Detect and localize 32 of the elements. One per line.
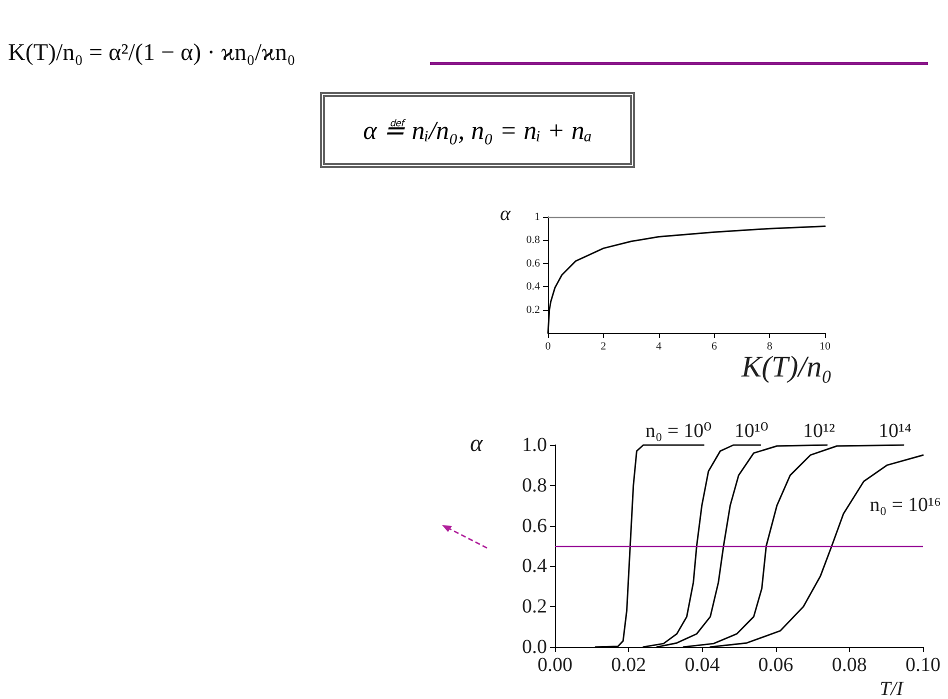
x-tick-label: 8	[766, 340, 773, 352]
text: K(T)/n₀ = α²/(1 − α) · ϰn₀/ϰn₀	[8, 40, 296, 67]
y-tick-label: 0.6	[522, 514, 547, 537]
formula-box: α ≝ nᵢ/n₀, n₀ = nᵢ + nₐ	[320, 92, 635, 168]
y-tick-label: 0.2	[522, 596, 547, 618]
series-label: 10¹⁰	[734, 420, 768, 442]
x-tick-label: 0.06	[758, 654, 794, 676]
y-axis-title: α	[500, 203, 511, 225]
series-label: n₀ = 10⁰	[645, 420, 712, 442]
x-axis-title: K(T)/n₀	[740, 350, 832, 384]
x-tick-label: 2	[600, 340, 606, 352]
y-tick-label: 0.8	[526, 234, 540, 246]
series-label: 10¹²	[802, 420, 835, 442]
series-label: 10¹⁴	[878, 420, 912, 442]
y-tick-label: 1	[534, 211, 540, 223]
y-tick-label: 0.4	[522, 555, 547, 578]
x-axis-title: T/I	[880, 678, 904, 699]
x-tick-label: 0.10	[906, 654, 940, 676]
x-tick-label: 10	[820, 340, 831, 352]
y-tick-label: 1.0	[522, 434, 547, 456]
series-label: n₀ = 10¹⁶	[870, 494, 942, 516]
x-tick-label: 0.04	[684, 654, 720, 676]
x-tick-label: 0	[545, 340, 552, 352]
y-tick-label: 0.6	[526, 257, 540, 270]
x-tick-label: 0.08	[832, 654, 867, 676]
y-tick-label: 0.2	[526, 304, 540, 316]
y-axis-title: α	[470, 431, 483, 457]
x-tick-label: 6	[711, 340, 718, 352]
x-tick-label: 0.02	[611, 654, 646, 676]
x-tick-label: 4	[656, 340, 662, 352]
y-tick-label: 0.4	[526, 280, 540, 293]
y-tick-label: 0.8	[522, 474, 547, 496]
